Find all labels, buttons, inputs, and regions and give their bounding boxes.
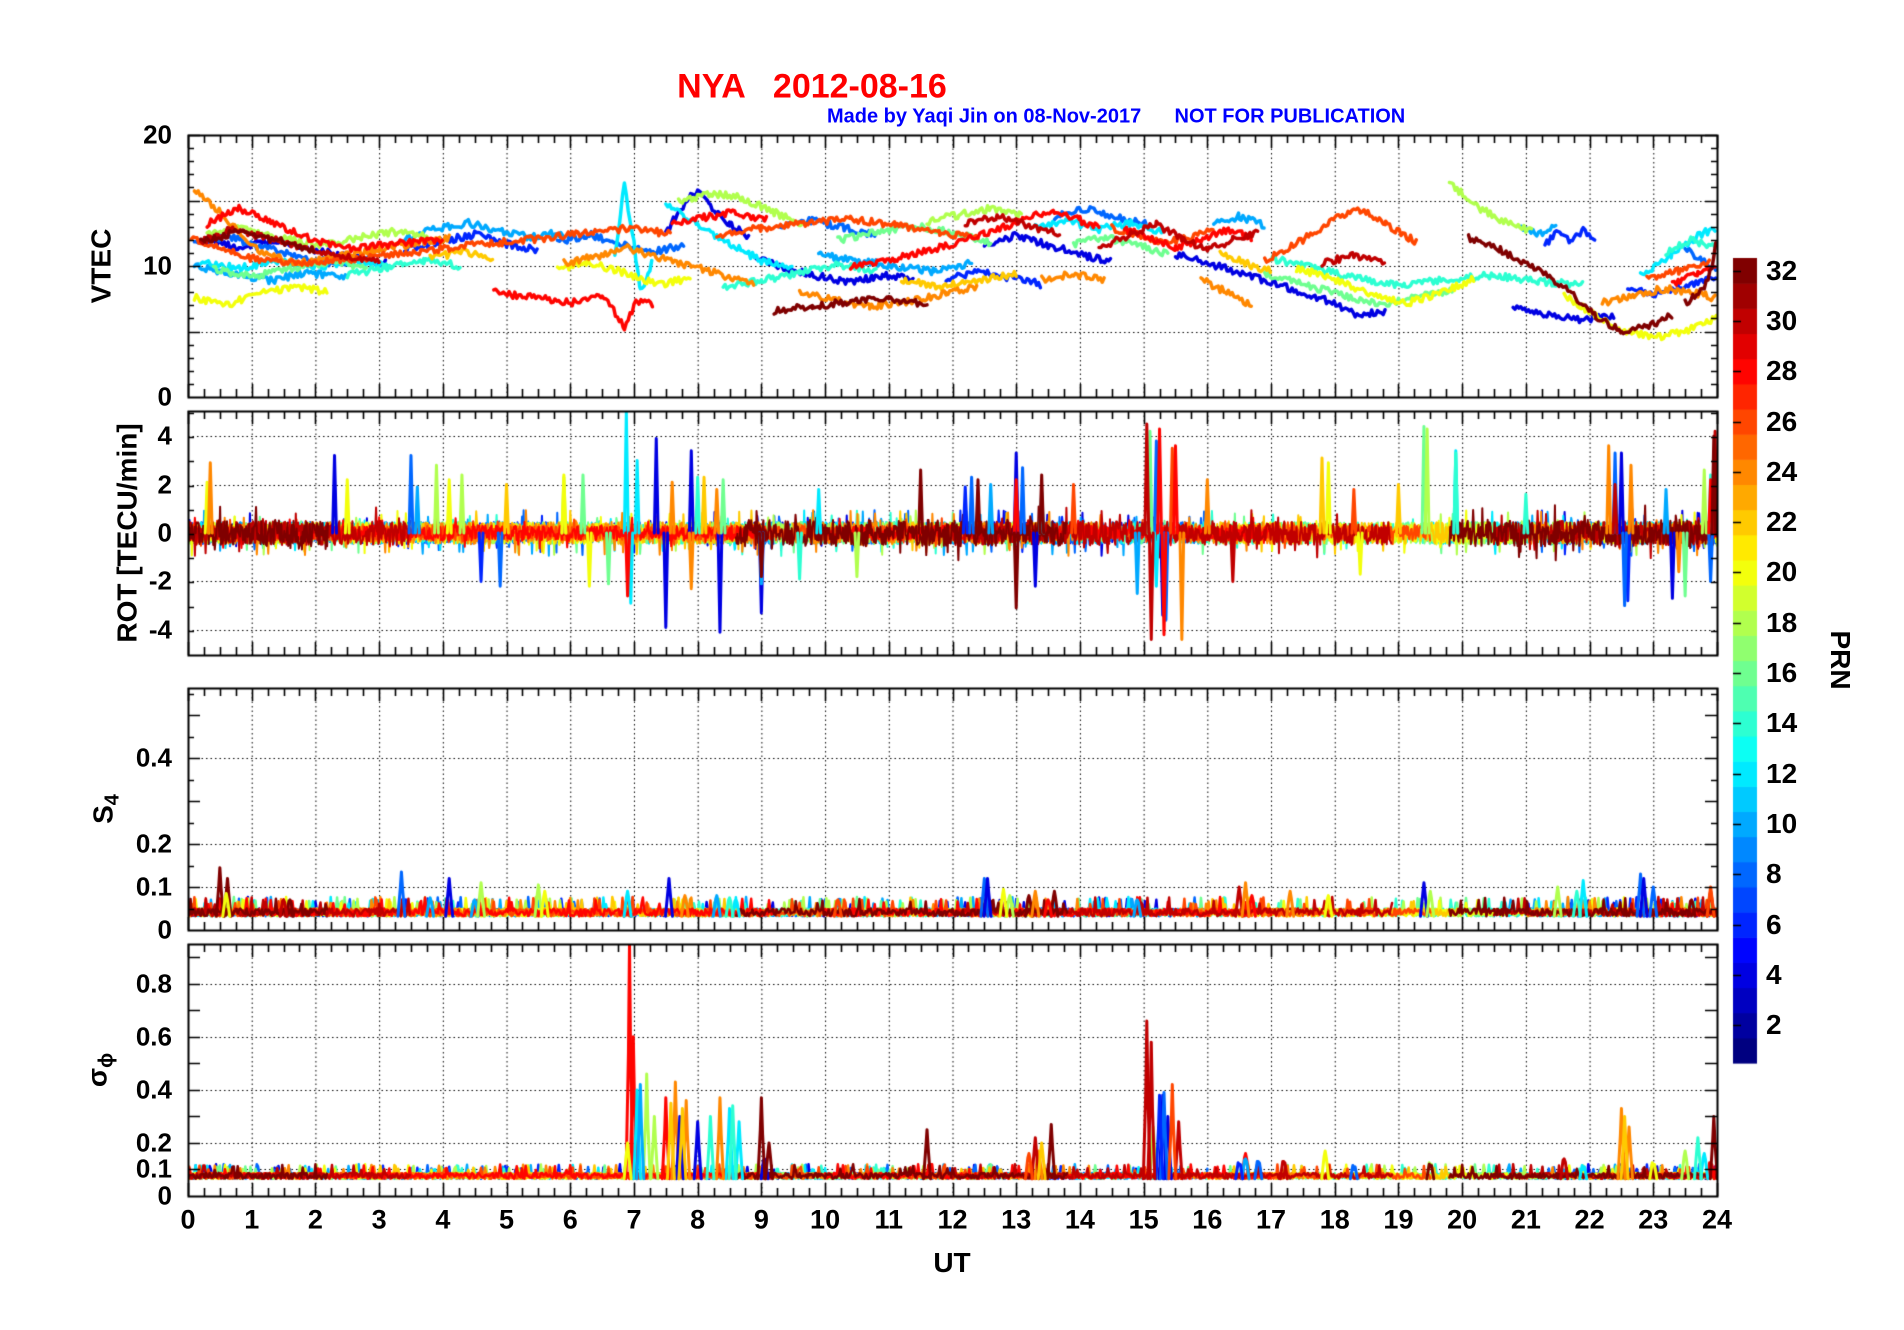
x-tick-label: 18 <box>1319 1204 1350 1235</box>
y-tick-label-vtec: 20 <box>143 119 172 150</box>
colorbar-tick-label: 18 <box>1766 606 1798 638</box>
x-tick-label: 11 <box>874 1204 904 1235</box>
x-tick-label: 9 <box>753 1204 769 1235</box>
colorbar-tick-label: 28 <box>1766 355 1798 387</box>
x-tick-label: 15 <box>1128 1204 1159 1235</box>
y-tick-label-sigma_phi: 0.2 <box>135 1127 172 1158</box>
x-tick-label: 21 <box>1510 1204 1541 1235</box>
x-tick-label: 10 <box>810 1204 841 1235</box>
y-tick-label-sigma_phi: 0 <box>157 1180 172 1211</box>
x-tick-label: 2 <box>307 1204 323 1235</box>
x-tick-label: 3 <box>371 1204 387 1235</box>
y-tick-label-rot: -4 <box>148 614 172 645</box>
x-tick-label: 22 <box>1574 1204 1605 1235</box>
x-tick-label: 13 <box>1001 1204 1032 1235</box>
x-axis-label: UT <box>933 1247 971 1278</box>
y-tick-label-rot: 2 <box>157 469 172 500</box>
colorbar-tick-label: 32 <box>1766 254 1798 286</box>
y-tick-label-vtec: 0 <box>157 381 172 412</box>
colorbar-tick-label: 14 <box>1766 707 1798 739</box>
y-tick-label-sigma_phi: 0.1 <box>135 1153 172 1184</box>
x-tick-label: 19 <box>1383 1204 1414 1235</box>
y-tick-label-rot: 4 <box>157 420 172 451</box>
y-axis-label-vtec-text: VTEC <box>85 228 117 304</box>
x-tick-label: 8 <box>690 1204 706 1235</box>
y-axis-label-s4-sub: 4 <box>101 794 124 806</box>
x-tick-label: 12 <box>937 1204 968 1235</box>
colorbar-tick-label: 30 <box>1766 304 1798 336</box>
x-tick-label: 7 <box>626 1204 642 1235</box>
colorbar-tick-label: 10 <box>1766 808 1798 840</box>
x-tick-label: 20 <box>1447 1204 1478 1235</box>
y-axis-label-sigmaphi: σϕ <box>82 1053 119 1087</box>
y-axis-label-rot: ROT [TECU/min] <box>112 423 149 642</box>
y-tick-label-s4: 0.4 <box>135 742 172 773</box>
y-tick-label-sigma_phi: 0.8 <box>135 968 172 999</box>
y-axis-label-s4-text: S <box>87 805 119 824</box>
x-tick-label: 23 <box>1638 1204 1669 1235</box>
y-axis-label-s4: S4 <box>88 794 125 824</box>
x-tick-label: 6 <box>562 1204 578 1235</box>
y-axis-label-rot-text: ROT [TECU/min] <box>111 423 143 643</box>
y-tick-label-sigma_phi: 0.6 <box>135 1021 172 1052</box>
colorbar-tick-label: 26 <box>1766 405 1798 437</box>
colorbar-tick-label: 22 <box>1766 506 1798 538</box>
y-tick-label-vtec: 10 <box>143 250 172 281</box>
x-tick-label: 4 <box>435 1204 451 1235</box>
x-tick-label: 17 <box>1256 1204 1287 1235</box>
y-axis-label-vtec: VTEC <box>86 229 123 304</box>
y-tick-label-rot: -2 <box>148 565 172 596</box>
colorbar-tick-label: 8 <box>1766 858 1782 890</box>
colorbar-tick-label: 12 <box>1766 757 1798 789</box>
x-tick-label: 5 <box>499 1204 515 1235</box>
colorbar-tick-label: 4 <box>1766 958 1782 990</box>
y-tick-label-sigma_phi: 0.4 <box>135 1074 172 1105</box>
y-tick-label-rot: 0 <box>157 517 172 548</box>
x-tick-label: 0 <box>180 1204 196 1235</box>
colorbar-tick-label: 6 <box>1766 908 1782 940</box>
x-tick-label: 1 <box>244 1204 260 1235</box>
page-title: NYA 2012-08-16 <box>677 67 947 106</box>
x-tick-label: 24 <box>1701 1204 1733 1235</box>
y-axis-label-sigmaphi-text: σ <box>81 1067 113 1088</box>
y-axis-label-sigmaphi-sub: ϕ <box>95 1052 118 1068</box>
subtitle: Made by Yaqi Jin on 08-Nov-2017 NOT FOR … <box>827 105 1406 128</box>
x-tick-label: 14 <box>1064 1204 1095 1235</box>
y-tick-label-s4: 0.2 <box>135 828 172 859</box>
y-tick-label-s4: 0 <box>157 914 172 945</box>
colorbar-tick-label: 20 <box>1766 556 1798 588</box>
colorbar-label: PRN <box>1825 630 1856 690</box>
y-tick-label-s4: 0.1 <box>135 871 172 902</box>
colorbar-tick-label: 16 <box>1766 657 1798 689</box>
x-tick-label: 16 <box>1192 1204 1223 1235</box>
colorbar-tick-label: 24 <box>1766 455 1798 487</box>
colorbar-tick-label: 2 <box>1766 1009 1782 1041</box>
